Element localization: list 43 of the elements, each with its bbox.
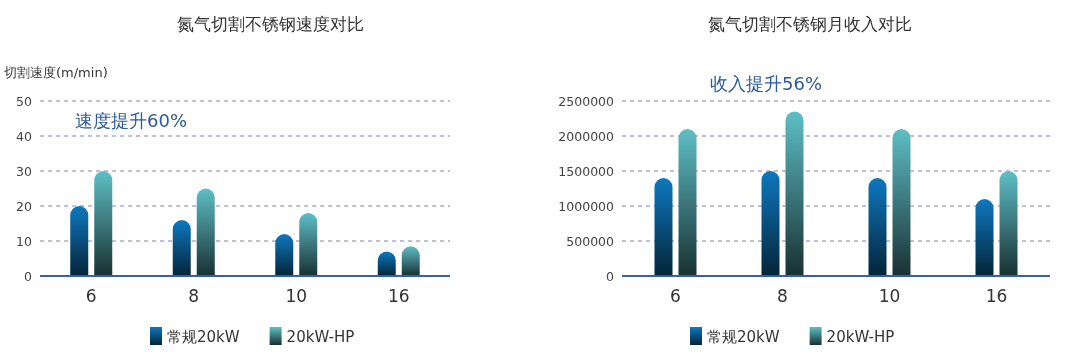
y-tick-label: 500000 [566, 233, 615, 249]
y-tick-label: 40 [16, 128, 33, 144]
y-tick-label: 30 [16, 163, 33, 179]
x-tick-label: 10 [285, 286, 308, 306]
y-tick-label: 1000000 [558, 198, 615, 214]
y-tick-label: 50 [16, 93, 33, 109]
x-tick-label: 6 [670, 286, 681, 306]
y-tick-label: 20 [16, 198, 33, 214]
y-tick-label: 0 [24, 268, 33, 284]
y-tick-label: 2000000 [558, 128, 615, 144]
y-tick-label: 0 [606, 268, 615, 284]
bar [654, 178, 673, 276]
y-tick-label: 10 [16, 233, 33, 249]
bar [94, 171, 113, 276]
legend-label: 常规20kW [167, 328, 240, 346]
bar [678, 129, 697, 276]
text: 收入提升56% [710, 73, 823, 94]
bar [868, 178, 887, 276]
bar [299, 213, 318, 276]
bar [70, 206, 89, 276]
x-tick-label: 8 [777, 286, 788, 306]
legend-label: 20kW-HP [826, 328, 895, 346]
bar [172, 220, 191, 276]
x-tick-label: 10 [878, 286, 901, 306]
x-tick-label: 6 [85, 286, 97, 306]
legend-label: 常规20kW [707, 328, 780, 346]
x-tick-label: 8 [188, 286, 200, 306]
bar [785, 111, 804, 276]
x-tick-label: 16 [387, 286, 410, 306]
x-tick-label: 16 [985, 286, 1008, 306]
bar [975, 199, 994, 276]
bar [196, 188, 215, 276]
bar [892, 129, 911, 276]
y-tick-label: 2500000 [558, 93, 615, 109]
bar [275, 234, 294, 276]
y-tick-label: 1500000 [558, 163, 615, 179]
annotation: 速度提升60% [75, 110, 188, 131]
bar [761, 171, 780, 276]
legend-label: 20kW-HP [286, 328, 355, 346]
y-axis-title: 切割速度(m/min) [4, 65, 108, 80]
chart-title: 氮气切割不锈钢月收入对比 [708, 14, 912, 34]
bar [999, 171, 1018, 276]
chart-title: 氮气切割不锈钢速度对比 [176, 14, 364, 34]
